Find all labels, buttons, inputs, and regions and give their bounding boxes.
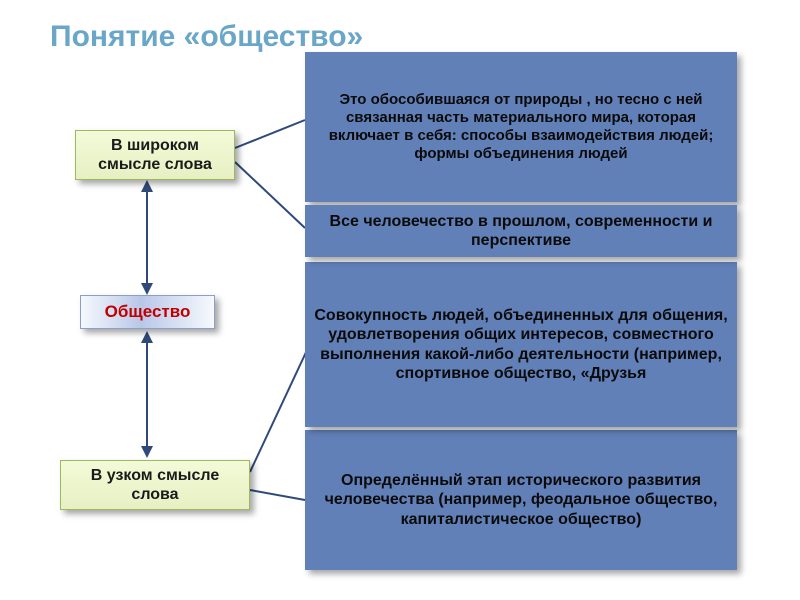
def-d2: Все человечество в прошлом, современност…	[305, 205, 737, 257]
arrowhead-up-2	[141, 331, 153, 343]
line-broad-d1	[235, 120, 305, 148]
node-narrow: В узком смысле слова	[60, 460, 250, 510]
line-narrow-d4	[250, 490, 305, 500]
arrowhead-down-1	[141, 283, 153, 295]
line-broad-d2	[235, 162, 305, 228]
line-narrow-d3	[250, 348, 308, 472]
page-title: Понятие «общество»	[50, 20, 363, 54]
concept-center: Общество	[80, 295, 215, 329]
def-d1: Это обособившаяся от природы , но тесно …	[305, 52, 737, 202]
node-broad: В широком смысле слова	[75, 130, 235, 180]
arrowhead-down-2	[141, 446, 153, 458]
arrowhead-up-1	[141, 180, 153, 192]
def-d4: Определённый этап исторического развития…	[305, 430, 737, 570]
def-d3: Совокупность людей, объединенных для общ…	[305, 262, 737, 427]
